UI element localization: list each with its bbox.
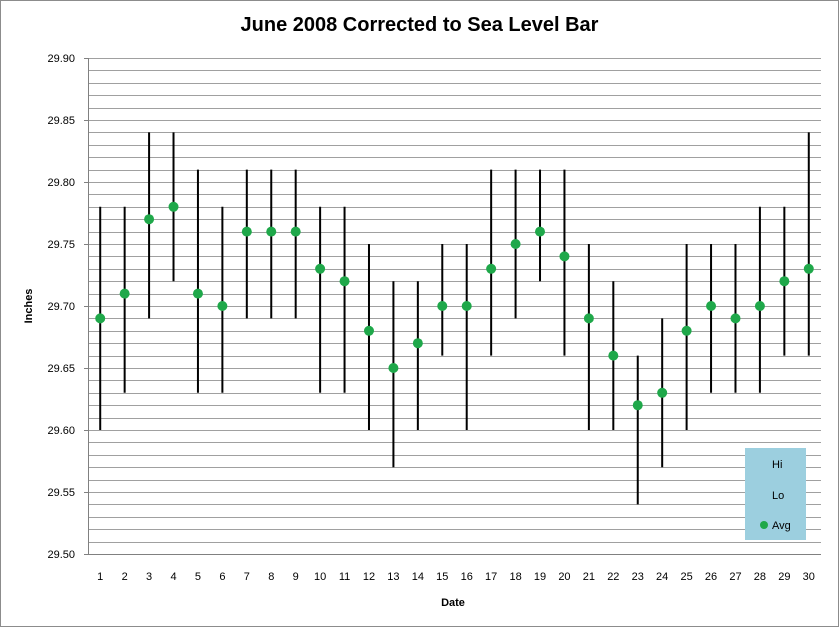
x-tick-label: 8: [268, 571, 274, 583]
legend-label-avg: Avg: [772, 520, 791, 532]
avg-point: [241, 226, 252, 237]
avg-point: [632, 400, 643, 411]
legend: Hi Lo Avg: [745, 448, 806, 540]
x-tick-label: 6: [219, 571, 225, 583]
legend-label-hi: Hi: [772, 459, 782, 471]
avg-point: [437, 301, 448, 311]
y-tick-label: 29.75: [47, 239, 75, 251]
x-tick-label: 5: [195, 571, 201, 583]
avg-point: [290, 226, 301, 237]
x-tick-label: 26: [705, 571, 717, 583]
avg-points: [95, 201, 814, 411]
grid-lines: [88, 58, 821, 555]
x-tick-label: 18: [509, 571, 521, 583]
avg-point: [412, 338, 423, 349]
x-tick-label: 11: [339, 571, 350, 583]
avg-point: [706, 301, 717, 311]
y-tick-label: 29.70: [47, 301, 75, 313]
x-tick-label: 2: [122, 571, 128, 583]
avg-point: [608, 350, 619, 361]
x-tick-label: 12: [363, 571, 375, 583]
x-tick-label: 13: [387, 571, 399, 583]
avg-point: [266, 226, 277, 237]
chart-title: June 2008 Corrected to Sea Level Bar: [240, 14, 599, 36]
axes: [84, 58, 821, 555]
x-tick-label: 25: [680, 571, 692, 583]
avg-point: [657, 387, 668, 398]
avg-point: [119, 288, 130, 299]
avg-point: [681, 325, 692, 336]
y-tick-label: 29.50: [47, 549, 75, 561]
x-tick-label: 7: [244, 571, 250, 583]
x-tick-label: 4: [170, 571, 176, 583]
legend-avg-marker: [760, 521, 768, 529]
x-tick-label: 23: [632, 571, 644, 583]
avg-point: [192, 288, 203, 299]
y-tick-label: 29.90: [47, 53, 75, 65]
avg-point: [363, 325, 374, 336]
x-tick-label: 19: [534, 571, 546, 583]
hi-lo-bars: [99, 132, 810, 505]
x-axis-title: Date: [441, 597, 465, 609]
y-tick-label: 29.85: [47, 115, 75, 127]
avg-point: [583, 313, 594, 324]
legend-label-lo: Lo: [772, 490, 784, 502]
avg-point: [510, 239, 521, 249]
y-tick-label: 29.55: [47, 487, 75, 499]
avg-point: [754, 301, 765, 311]
x-tick-label: 15: [436, 571, 448, 583]
avg-point: [217, 301, 228, 311]
avg-point: [461, 301, 472, 311]
x-tick-label: 1: [97, 571, 103, 583]
x-tick-label: 20: [558, 571, 570, 583]
avg-point: [95, 313, 106, 324]
y-tick-labels: 29.50 29.55 29.60 29.65 29.70 29.75 29.80 29.85…: [47, 53, 75, 561]
avg-point: [388, 363, 399, 373]
avg-point: [559, 251, 570, 262]
x-tick-label: 3: [146, 571, 152, 583]
x-tick-label: 30: [803, 571, 815, 583]
avg-point: [339, 276, 350, 287]
x-tick-label: 17: [485, 571, 497, 583]
x-tick-label: 10: [314, 571, 326, 583]
x-tick-label: 24: [656, 571, 668, 583]
x-tick-label: 21: [583, 571, 595, 583]
avg-point: [315, 263, 326, 274]
y-tick-label: 29.65: [47, 363, 75, 375]
avg-point: [779, 276, 790, 287]
avg-point: [535, 226, 546, 237]
avg-point: [730, 313, 741, 324]
x-tick-label: 22: [607, 571, 619, 583]
avg-point: [144, 214, 155, 225]
y-tick-label: 29.60: [47, 425, 75, 437]
x-tick-labels: 1 2 3 4 5 6 7 8 9 10 11 12 13 14 15 16 17 18 19 20 21 22 23 24 2…: [97, 571, 815, 583]
x-tick-label: 9: [293, 571, 299, 583]
x-tick-label: 16: [461, 571, 473, 583]
avg-point: [486, 263, 497, 274]
y-tick-label: 29.80: [47, 177, 75, 189]
x-tick-label: 27: [729, 571, 741, 583]
x-tick-label: 29: [778, 571, 790, 583]
y-axis-title: Inches: [23, 289, 35, 324]
legend-box: [745, 448, 806, 540]
avg-point: [803, 263, 814, 274]
avg-point: [168, 201, 179, 212]
x-tick-label: 14: [412, 571, 424, 583]
x-tick-label: 28: [754, 571, 766, 583]
